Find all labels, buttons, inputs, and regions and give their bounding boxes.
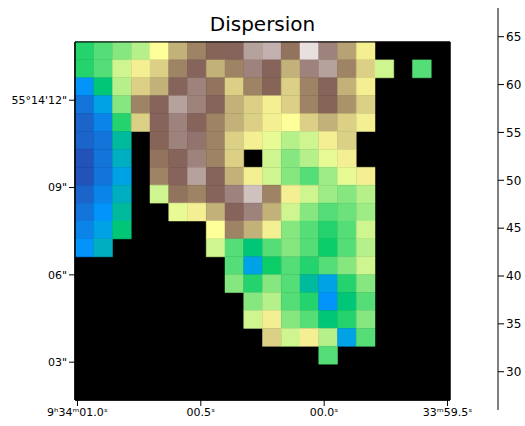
- svg-text:30: 30: [506, 365, 521, 379]
- svg-text:06": 06": [48, 269, 67, 282]
- svg-text:9ʰ34ᵐ01.0ˢ: 9ʰ34ᵐ01.0ˢ: [47, 406, 108, 419]
- svg-text:33ᵐ59.5ˢ: 33ᵐ59.5ˢ: [423, 406, 472, 419]
- svg-text:55: 55: [506, 126, 521, 140]
- svg-text:00.0ˢ: 00.0ˢ: [310, 406, 339, 419]
- svg-text:03": 03": [48, 356, 67, 369]
- svg-text:55°14'12": 55°14'12": [11, 94, 67, 107]
- svg-text:35: 35: [506, 317, 521, 331]
- svg-text:60: 60: [506, 78, 521, 92]
- html-text:Dispersion: Dispersion: [209, 12, 316, 36]
- svg-text:09": 09": [48, 181, 67, 194]
- svg-text:40: 40: [506, 269, 521, 283]
- svg-text:65: 65: [506, 30, 521, 44]
- svg-text:45: 45: [506, 221, 521, 235]
- svg-text:50: 50: [506, 174, 521, 188]
- svg-text:00.5ˢ: 00.5ˢ: [187, 406, 216, 419]
